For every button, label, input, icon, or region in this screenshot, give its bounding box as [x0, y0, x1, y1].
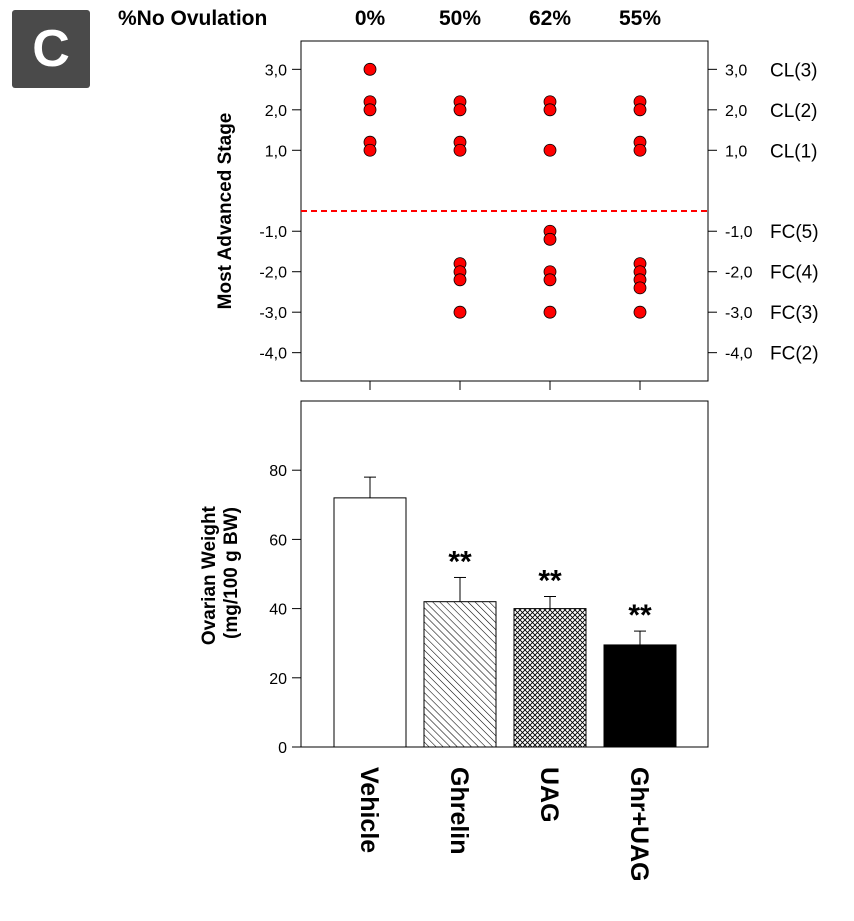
bar-y-tick-label: 40: [269, 602, 287, 619]
bar-y-tick-label: 60: [269, 532, 287, 549]
scatter-y-axis-title: Most Advanced Stage: [215, 113, 236, 310]
data-point: [363, 103, 377, 117]
scatter-right-tick-label: -2,0: [725, 265, 753, 282]
scatter-right-tick-label: -3,0: [725, 305, 753, 322]
category-label: UAG: [535, 767, 563, 823]
data-point: [633, 103, 647, 117]
scatter-right-tick-label: -4,0: [725, 346, 753, 363]
category-label: Ghr+UAG: [625, 767, 653, 882]
category-label: Vehicle: [355, 767, 383, 853]
data-point: [633, 281, 647, 295]
scatter-stage-label: FC(2): [770, 344, 819, 365]
bar-frame: [300, 400, 709, 748]
data-point: [453, 143, 467, 157]
category-label: Ghrelin: [445, 767, 473, 855]
stage-scatter-plot: Most Advanced Stage 3,0 3,0 CL(3) 2,0 2,0 CL(…: [215, 40, 819, 390]
scatter-right-tick-label: 3,0: [725, 62, 747, 79]
scatter-stage-label: FC(4): [770, 263, 819, 284]
data-point: [363, 62, 377, 76]
scatter-y-tick-label: -2,0: [259, 265, 287, 282]
scatter-stage-label: FC(3): [770, 303, 819, 324]
scatter-y-tick-label: -3,0: [259, 305, 287, 322]
bar: [513, 608, 587, 748]
bar: [603, 644, 677, 748]
bar-y-axis-title: Ovarian Weight (mg/100 g BW): [199, 501, 242, 645]
bar-y-tick-label: 20: [269, 671, 287, 688]
data-point: [633, 143, 647, 157]
bar-y-tick-label: 0: [278, 740, 287, 757]
no-ovulation-value: 55%: [619, 7, 661, 30]
scatter-right-tick-label: 2,0: [725, 103, 747, 120]
significance-marker: **: [628, 599, 652, 632]
scatter-y-tick-label: 2,0: [265, 103, 287, 120]
data-point: [543, 232, 557, 246]
data-point: [543, 103, 557, 117]
significance-marker: **: [448, 545, 472, 578]
scatter-stage-label: CL(1): [770, 141, 818, 162]
scatter-right-tick-label: 1,0: [725, 143, 747, 160]
category-labels: Vehicle Ghrelin UAG Ghr+UAG: [355, 767, 653, 882]
data-point: [453, 103, 467, 117]
scatter-y-tick-label: -4,0: [259, 346, 287, 363]
no-ovulation-header: %No Ovulation 0% 50% 62% 55%: [118, 7, 661, 30]
no-ovulation-label: %No Ovulation: [118, 7, 267, 30]
bar: [333, 497, 407, 748]
data-point: [363, 143, 377, 157]
data-point: [453, 305, 467, 319]
scatter-y-tick-label: 3,0: [265, 62, 287, 79]
scatter-stage-label: FC(5): [770, 222, 819, 243]
panel-label: C: [32, 20, 70, 78]
no-ovulation-value: 50%: [439, 7, 481, 30]
scatter-stage-label: CL(2): [770, 101, 818, 122]
data-point: [543, 273, 557, 287]
bar-y-tick-label: 80: [269, 463, 287, 480]
data-point: [543, 143, 557, 157]
data-point: [453, 273, 467, 287]
data-point: [633, 305, 647, 319]
bar-y-axis-title-line1: Ovarian Weight: [199, 505, 220, 645]
scatter-right-tick-label: -1,0: [725, 224, 753, 241]
no-ovulation-value: 62%: [529, 7, 571, 30]
panel-label-badge: C: [12, 10, 90, 88]
significance-marker: **: [538, 564, 562, 597]
scatter-y-tick-label: -1,0: [259, 224, 287, 241]
bar-y-axis-title-line2: (mg/100 g BW): [221, 507, 242, 639]
bar: [423, 601, 497, 748]
ovarian-weight-bar-chart: Ovarian Weight (mg/100 g BW) 0 20 40 60 80 **…: [199, 400, 709, 757]
no-ovulation-value: 0%: [355, 7, 386, 30]
scatter-stage-label: CL(3): [770, 60, 818, 81]
scatter-y-tick-label: 1,0: [265, 143, 287, 160]
data-point: [543, 305, 557, 319]
